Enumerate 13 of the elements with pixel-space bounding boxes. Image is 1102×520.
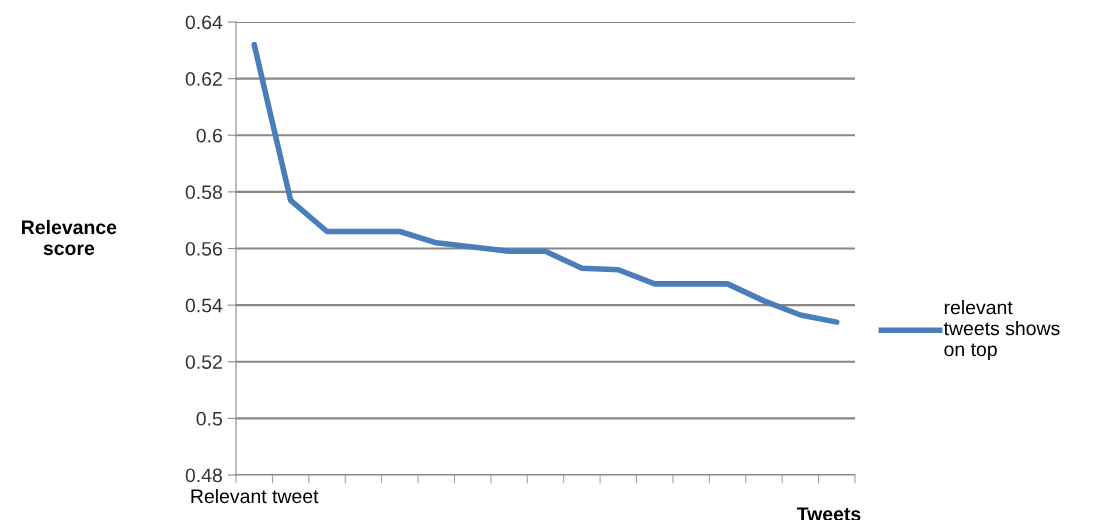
y-axis-title: Relevance score [22,219,117,256]
y-tick-label: 0.64 [185,15,223,30]
y-tick-label: 0.48 [185,468,222,483]
y-tick-label: 0.52 [185,355,222,369]
y-tick-label: 0.5 [196,411,222,426]
y-tick-label: 0.58 [185,185,222,200]
y-tick-label: 0.54 [185,298,223,313]
y-tick-label: 0.56 [185,241,222,256]
y-tick-label: 0.6 [196,128,222,143]
legend-label: relevant tweets shows on top [943,300,1060,361]
x-axis-title: Tweets [796,507,861,520]
y-tick-label: 0.62 [185,72,222,86]
x-tick-label: Relevant tweet [191,488,319,504]
